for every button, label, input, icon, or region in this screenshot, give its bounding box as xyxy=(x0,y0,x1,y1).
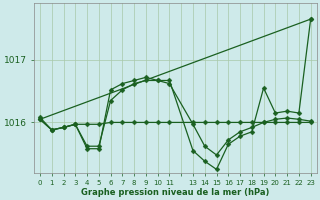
X-axis label: Graphe pression niveau de la mer (hPa): Graphe pression niveau de la mer (hPa) xyxy=(81,188,269,197)
